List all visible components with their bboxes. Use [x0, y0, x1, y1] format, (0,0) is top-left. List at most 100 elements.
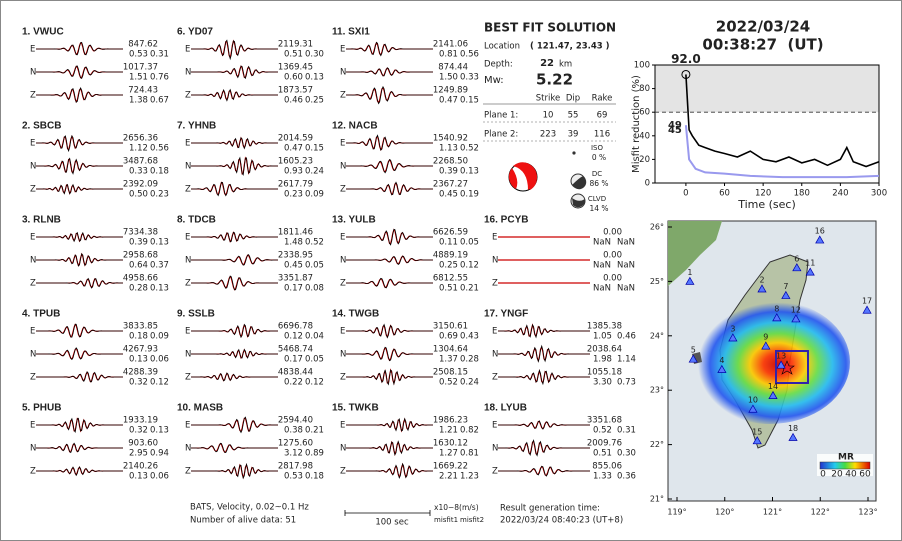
misfit2: 0.52 [305, 238, 324, 248]
station-marker [688, 354, 698, 363]
misfit1: NaN [593, 284, 611, 294]
station [191, 231, 278, 291]
component-name: CLVD [588, 195, 606, 203]
station-number: 8 [774, 304, 779, 313]
misfit2: 0.81 [460, 449, 479, 459]
lat-tick-label: 24° [650, 331, 664, 340]
misfit1: 0.18 [129, 332, 148, 342]
misfit2: 0.18 [150, 167, 169, 177]
component: N [185, 68, 191, 78]
lat-tick-label: 23° [650, 386, 664, 395]
misfit1: 0.12 [284, 332, 303, 342]
scale-label: 100 sec [375, 518, 409, 528]
misfit1: 2.95 [129, 449, 148, 459]
misfit2: NaN [617, 284, 635, 294]
misfit2: 0.56 [460, 50, 479, 60]
amplitude: 1986.23 [433, 416, 468, 426]
station-marker [788, 432, 798, 441]
misfit2: 0.36 [617, 472, 636, 482]
component: N [340, 444, 346, 454]
waveform-observed [191, 137, 278, 150]
waveform-observed [498, 344, 590, 363]
misfit1: 1.48 [284, 238, 303, 248]
misfit2: 0.12 [305, 378, 324, 388]
amplitude: 2038.64 [587, 345, 622, 355]
map [667, 220, 877, 502]
component: N [492, 444, 498, 454]
misfit1: 1.33 [593, 472, 612, 482]
amplitude: 2119.31 [278, 40, 313, 50]
amplitude: 3150.61 [433, 322, 468, 332]
amplitude: 1385.38 [587, 322, 622, 332]
station [191, 416, 278, 480]
station-marker [685, 276, 695, 285]
component: Z [30, 279, 36, 289]
peak-marker [681, 69, 691, 79]
station-number: 7 [783, 282, 788, 291]
amplitude: 2508.15 [433, 368, 468, 378]
misfit1: 0.11 [439, 238, 458, 248]
peak-label: 92.0 [671, 52, 701, 66]
y-tick-label: 60 [639, 108, 650, 118]
waveform-observed [498, 323, 590, 339]
lon-tick-label: 121° [763, 508, 782, 517]
station-name: 5. PHUB [22, 403, 61, 414]
x-tick-label: 300 [871, 189, 887, 199]
component: Z [185, 279, 191, 289]
waveform-observed [346, 41, 433, 57]
result-label: Result generation time: [500, 504, 600, 514]
mainland [668, 221, 722, 286]
component: E [185, 139, 190, 149]
station [346, 228, 433, 289]
amplitude: 1540.92 [433, 134, 468, 144]
component: Z [340, 467, 346, 477]
waveform-observed [346, 440, 433, 456]
station-marker [752, 436, 762, 445]
solution-title: BEST FIT SOLUTION [484, 21, 616, 35]
station-marker [776, 360, 786, 369]
amplitude: 1605.23 [278, 157, 313, 167]
amplitude: 2014.59 [278, 134, 313, 144]
misfit1: 1.21 [439, 426, 458, 436]
amplitude: 1249.89 [433, 86, 468, 96]
component: E [492, 233, 497, 243]
misfit1: 0.28 [129, 284, 148, 294]
amplitude: 2392.09 [123, 180, 158, 190]
misfit2: 0.13 [150, 284, 169, 294]
misfit2: 0.05 [460, 238, 479, 248]
station-number: 17 [862, 297, 872, 306]
component: Z [340, 185, 346, 195]
colorbar [819, 461, 871, 470]
waveform-observed [36, 277, 123, 289]
component: N [30, 68, 36, 78]
waveform-observed [346, 181, 433, 196]
dc-icon [572, 176, 587, 190]
amplitude: 3351.87 [278, 274, 313, 284]
station-marker [748, 404, 758, 413]
waveform-observed [36, 466, 123, 477]
waveform-observed [36, 183, 123, 195]
component: N [185, 350, 191, 360]
time: 00:38:27 (UT) [702, 36, 823, 54]
series-line [685, 74, 880, 168]
beachball [508, 151, 587, 209]
misfit2: 0.31 [617, 426, 636, 436]
depth-label: Depth: [484, 60, 513, 70]
waveform-observed [346, 277, 433, 289]
amplitude: 1873.57 [278, 86, 313, 96]
location-label: Location [484, 42, 520, 52]
component: N [492, 256, 498, 266]
station-marker [728, 333, 738, 342]
component-percent: 0 % [592, 153, 606, 162]
start-label: 49 [668, 120, 682, 131]
station-name: 6. YD07 [177, 27, 213, 38]
y-tick-label: 100 [634, 61, 650, 71]
misfit1: 0.69 [439, 332, 458, 342]
misfit2: 0.04 [305, 332, 324, 342]
colorbar-label: 60 [859, 470, 871, 480]
station-number: 12 [791, 305, 801, 314]
amplitude: 2141.06 [433, 40, 468, 50]
waveform-observed [36, 253, 123, 267]
amplitude: 3351.68 [587, 416, 622, 426]
misfit1: 0.33 [129, 167, 148, 177]
